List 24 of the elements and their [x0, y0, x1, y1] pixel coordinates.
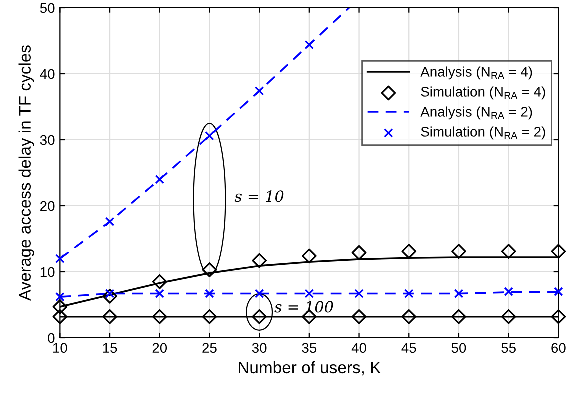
- x-tick-label: 15: [103, 343, 118, 354]
- legend-label: Analysis (N$_{RA}$ = 2): [420, 106, 532, 120]
- y-tick-label: 50: [40, 3, 55, 14]
- x-tick-label: 40: [352, 343, 366, 354]
- y-tick-label: 0: [48, 333, 55, 344]
- x-tick-label: 45: [402, 343, 416, 354]
- annotation: s = 10: [234, 190, 284, 202]
- x-tick-label: 30: [252, 343, 267, 354]
- y-axis-title: Average access delay in TF cycles: [18, 46, 34, 301]
- x-tick-label: 10: [54, 343, 68, 354]
- y-tick-label: 40: [40, 69, 55, 80]
- legend-label: Simulation (N$_{RA}$ = 4): [421, 86, 546, 100]
- x-axis-title: Number of users, K: [239, 361, 382, 376]
- y-tick-label: 30: [40, 135, 55, 146]
- x-tick-label: 60: [552, 343, 566, 354]
- x-tick-label: 35: [302, 343, 317, 354]
- x-tick-label: 55: [502, 343, 516, 354]
- legend-label: Analysis (N$_{RA}$ = 4): [420, 66, 532, 80]
- legend-label: Simulation (N$_{RA}$ = 2): [421, 126, 546, 140]
- y-tick-label: 10: [40, 267, 55, 278]
- x-tick-label: 25: [202, 343, 217, 354]
- x-tick-label: 20: [152, 343, 168, 354]
- y-tick-label: 20: [40, 201, 55, 212]
- x-tick-label: 50: [452, 343, 466, 354]
